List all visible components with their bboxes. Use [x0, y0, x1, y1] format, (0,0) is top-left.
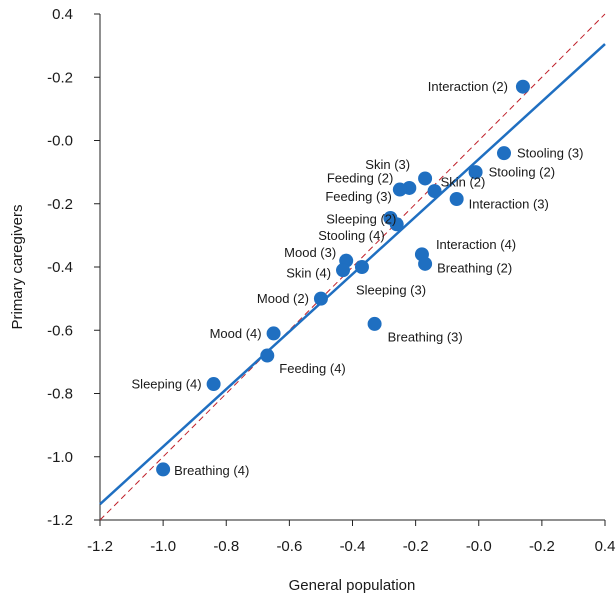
data-point	[206, 377, 221, 392]
point-label: Feeding (3)	[325, 189, 391, 204]
x-tick-label: -0.0	[466, 538, 492, 555]
data-point	[389, 217, 404, 232]
point-label: Interaction (4)	[436, 237, 516, 252]
data-point	[156, 462, 171, 477]
data-point	[367, 316, 382, 331]
x-tick-label: -1.2	[87, 538, 113, 555]
point-label: Sleeping (4)	[132, 377, 202, 392]
data-point	[449, 192, 464, 207]
data-points	[156, 79, 530, 477]
data-point	[260, 348, 275, 363]
data-point	[336, 263, 351, 278]
y-tick-label: -1.2	[47, 512, 73, 529]
point-label: Stooling (3)	[517, 146, 583, 161]
point-label: Feeding (4)	[279, 361, 345, 376]
y-axis-title: Primary caregivers	[9, 204, 26, 329]
y-tick-label: -0.4	[47, 259, 73, 276]
point-label: Feeding (2)	[327, 170, 393, 185]
point-label: Skin (2)	[441, 175, 486, 190]
x-axis-title: General population	[289, 577, 416, 594]
point-label: Mood (2)	[257, 291, 309, 306]
x-tick-label: -0.4	[340, 538, 366, 555]
point-label: Stooling (2)	[489, 165, 555, 180]
data-point	[468, 165, 483, 180]
point-label: Skin (4)	[286, 266, 331, 281]
data-point	[392, 182, 407, 197]
point-label: Interaction (3)	[469, 197, 549, 212]
y-tick-label: -0.8	[47, 386, 73, 403]
fit-line	[99, 43, 606, 506]
point-label: Interaction (2)	[428, 79, 508, 94]
point-label: Sleeping (2)	[326, 211, 396, 226]
point-labels: Interaction (2)Stooling (3)Stooling (2)S…	[132, 79, 584, 478]
point-label: Breathing (3)	[388, 329, 463, 344]
point-label: Skin (3)	[365, 157, 410, 172]
x-tick-label: -0.2	[403, 538, 429, 555]
data-point	[515, 79, 530, 94]
point-label: Breathing (4)	[174, 463, 249, 478]
data-point	[266, 326, 281, 341]
point-label: Mood (4)	[210, 326, 262, 341]
point-label: Mood (3)	[284, 245, 336, 260]
data-point	[418, 256, 433, 271]
x-tick-label: -1.0	[150, 538, 176, 555]
axes: -1.2 -1.0 -0.8 -0.6 -0.4 -0.2 -0.0 -0.2 0.4 0.4 -0…	[47, 6, 615, 555]
x-tick-label: 0.4	[595, 538, 616, 555]
trend-lines	[99, 13, 606, 521]
x-tick-label: -0.8	[213, 538, 239, 555]
x-tick-label: -0.6	[276, 538, 302, 555]
data-point	[427, 184, 442, 199]
y-tick-label: -0.6	[47, 322, 73, 339]
data-point	[418, 171, 433, 186]
y-tick-label: -0.2	[47, 196, 73, 213]
y-tick-label: -1.0	[47, 449, 73, 466]
data-point	[313, 291, 328, 306]
point-label: Sleeping (3)	[356, 283, 426, 298]
point-label: Stooling (4)	[318, 228, 384, 243]
y-tick-label: -0.0	[47, 133, 73, 150]
x-tick-label: -0.2	[529, 538, 555, 555]
data-point	[497, 146, 511, 161]
point-label: Breathing (2)	[437, 260, 512, 275]
data-point	[354, 260, 369, 274]
identity-line	[99, 13, 606, 521]
y-tick-label: -0.2	[47, 69, 73, 86]
y-tick-label: 0.4	[52, 6, 73, 23]
